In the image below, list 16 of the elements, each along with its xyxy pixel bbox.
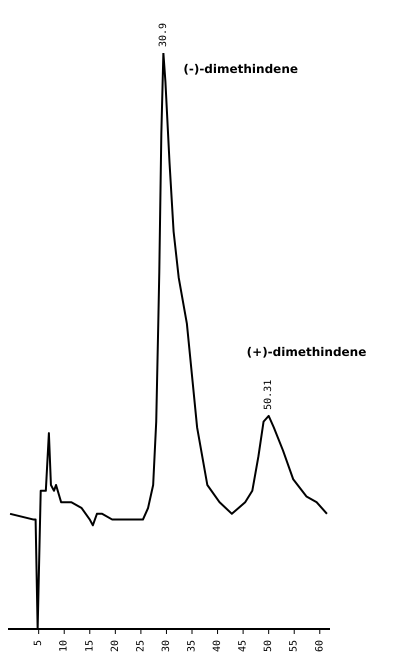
x-tick-label: 50	[263, 640, 274, 652]
x-tick-label: 55	[288, 640, 300, 652]
x-tick-label: 40	[212, 640, 224, 652]
x-tick-label: 15	[84, 640, 96, 652]
x-tick-label: 20	[110, 640, 121, 652]
annotation: 30.9	[158, 22, 169, 47]
x-tick-label: 35	[186, 640, 198, 652]
x-tick-label: 30	[160, 640, 172, 652]
annotation: (+)-dimethindene	[246, 344, 366, 359]
x-tick-label: 45	[238, 640, 249, 652]
annotation: 50.31	[263, 380, 274, 410]
annotation: (-)-dimethindene	[183, 62, 298, 76]
x-tick-label: 25	[135, 640, 146, 652]
x-tick-label: 60	[314, 640, 326, 652]
x-tick-label: 5	[33, 640, 44, 646]
x-tick-label: 10	[58, 640, 70, 652]
